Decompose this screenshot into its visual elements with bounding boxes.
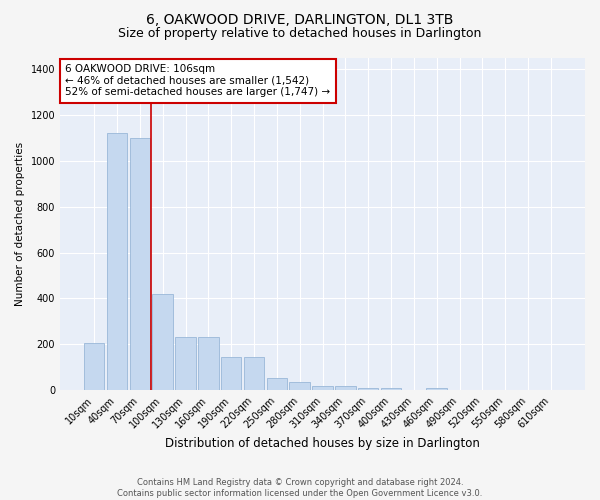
Bar	[244, 357, 264, 390]
Bar	[335, 386, 356, 390]
Bar	[198, 338, 218, 390]
Bar	[427, 388, 447, 390]
Bar	[84, 343, 104, 390]
Bar	[130, 138, 150, 390]
Bar	[221, 357, 241, 390]
Bar	[266, 378, 287, 390]
Bar	[358, 388, 379, 390]
Y-axis label: Number of detached properties: Number of detached properties	[15, 142, 25, 306]
Bar	[107, 133, 127, 390]
X-axis label: Distribution of detached houses by size in Darlington: Distribution of detached houses by size …	[165, 437, 480, 450]
Bar	[289, 382, 310, 390]
Bar	[175, 338, 196, 390]
Text: 6, OAKWOOD DRIVE, DARLINGTON, DL1 3TB: 6, OAKWOOD DRIVE, DARLINGTON, DL1 3TB	[146, 12, 454, 26]
Bar	[381, 388, 401, 390]
Text: 6 OAKWOOD DRIVE: 106sqm
← 46% of detached houses are smaller (1,542)
52% of semi: 6 OAKWOOD DRIVE: 106sqm ← 46% of detache…	[65, 64, 331, 98]
Text: Size of property relative to detached houses in Darlington: Size of property relative to detached ho…	[118, 28, 482, 40]
Text: Contains HM Land Registry data © Crown copyright and database right 2024.
Contai: Contains HM Land Registry data © Crown c…	[118, 478, 482, 498]
Bar	[312, 386, 333, 390]
Bar	[152, 294, 173, 390]
